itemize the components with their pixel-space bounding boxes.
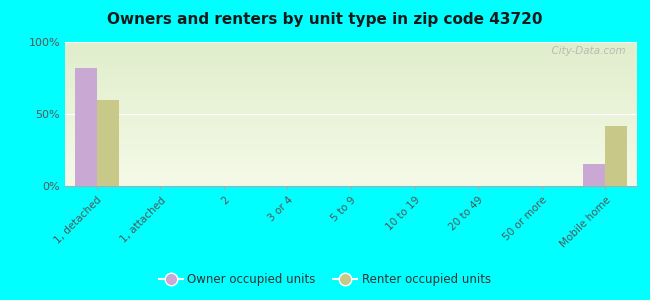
Bar — [605, 125, 627, 186]
Text: City-Data.com: City-Data.com — [545, 46, 625, 56]
Bar — [75, 68, 97, 186]
Bar — [583, 164, 605, 186]
Text: Owners and renters by unit type in zip code 43720: Owners and renters by unit type in zip c… — [107, 12, 543, 27]
Legend: Owner occupied units, Renter occupied units: Owner occupied units, Renter occupied un… — [154, 269, 496, 291]
Bar — [97, 100, 119, 186]
